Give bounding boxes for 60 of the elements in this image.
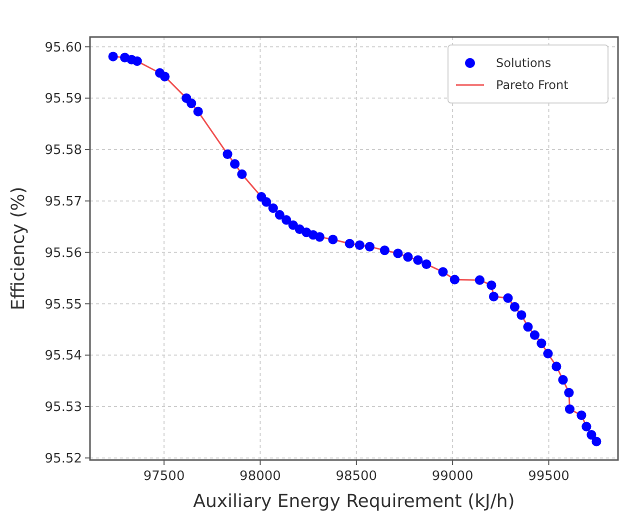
point [592,436,602,446]
point [262,197,272,207]
point [552,362,562,372]
point [193,106,203,116]
point [582,422,592,432]
point [282,215,292,225]
point [274,210,284,220]
y-tick-label: 95.52 [44,451,82,466]
point [380,246,390,256]
point [230,159,240,169]
x-tick-label: 99000 [432,469,474,484]
y-tick-label: 95.54 [44,348,82,364]
x-tick-label: 99500 [528,469,570,484]
legend-label: Solutions [496,56,552,70]
x-tick-label: 98500 [336,469,378,484]
point [530,330,540,340]
point [364,242,374,252]
x-axis-title: Auxiliary Energy Requirement (kJ/h) [193,491,515,512]
y-tick-label: 95.60 [44,40,82,56]
point [523,322,533,332]
point [222,149,232,159]
x-tick-label: 98000 [240,469,281,484]
y-tick-label: 95.58 [44,143,82,158]
point [450,274,460,284]
point [488,292,499,302]
point [108,52,118,62]
point [237,169,247,180]
point [536,338,546,348]
legend-label: Pareto Front [496,78,569,92]
y-axis-title: Efficiency (%) [8,186,29,310]
y-tick-label: 95.53 [44,400,82,416]
point [503,293,513,303]
y-tick-label: 95.55 [44,297,82,312]
y-tick-label: 95.56 [44,246,82,261]
point [576,410,586,420]
x-tick-label: 97500 [143,469,185,484]
point [564,388,574,398]
point [510,302,520,312]
point [403,252,413,262]
y-tick-label: 95.59 [44,92,82,107]
point [186,98,196,108]
point [474,275,484,285]
point [268,203,278,213]
point [413,255,423,265]
point [393,248,403,258]
point [328,234,338,244]
point [314,232,324,242]
point [160,72,170,82]
point [438,267,448,277]
point [422,259,432,269]
y-tick-label: 95.57 [44,194,82,210]
point [132,56,142,66]
point [558,375,568,385]
point [543,348,553,358]
point [586,430,596,440]
point [564,404,575,414]
point [486,280,496,290]
point [354,240,364,250]
point [516,310,526,320]
point [344,238,354,248]
